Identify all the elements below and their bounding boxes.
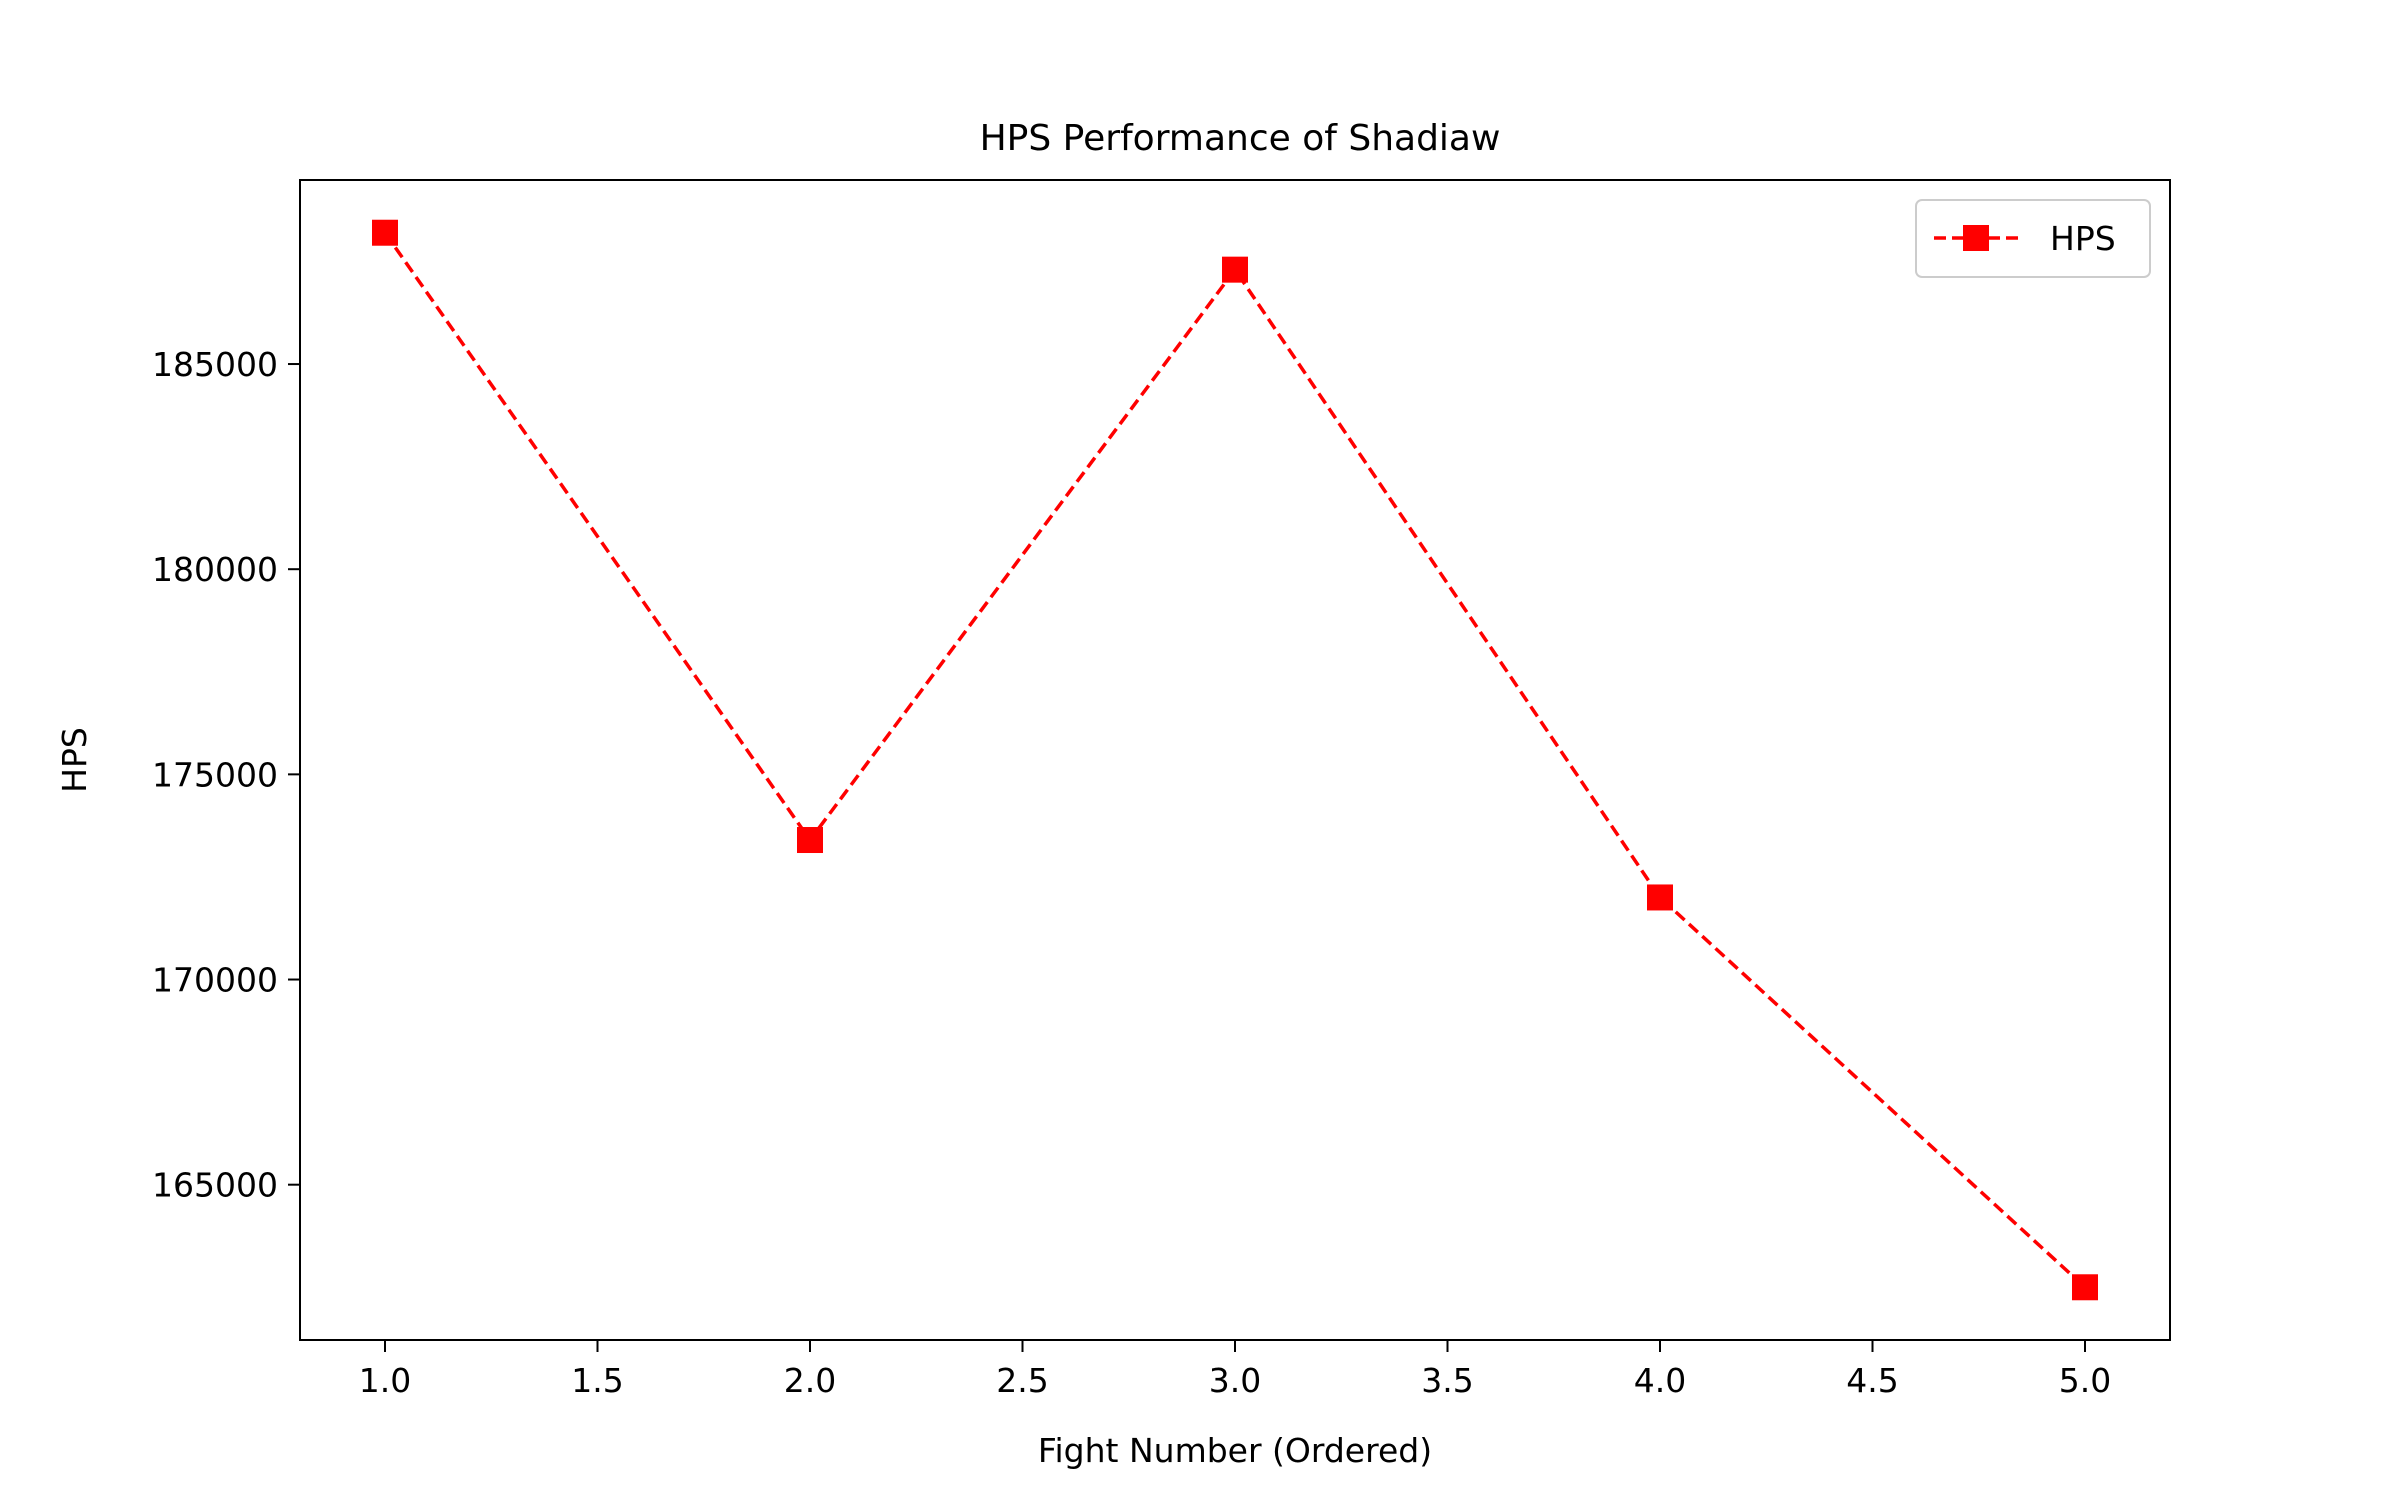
y-tick-label: 165000 [152, 1166, 278, 1205]
x-tick-label: 4.0 [1634, 1361, 1686, 1400]
legend-frame [1915, 199, 2151, 278]
legend: HPS [1915, 199, 2151, 278]
legend-label: HPS [2050, 219, 2116, 258]
series-line [383, 231, 2087, 1289]
x-tick-label: 4.5 [1846, 1361, 1898, 1400]
y-tick-label: 170000 [152, 961, 278, 1000]
x-tick-label: 1.0 [359, 1361, 411, 1400]
y-axis-label: HPS [55, 727, 94, 793]
y-axis-ticks: 165000 170000 175000 180000 185000 [152, 345, 300, 1205]
x-axis-label: Fight Number (Ordered) [1038, 1431, 1432, 1470]
data-point-marker [372, 219, 398, 246]
chart-title: HPS Performance of Shadiaw [980, 118, 1501, 159]
x-tick-label: 2.5 [996, 1361, 1048, 1400]
data-point-marker [1647, 884, 1673, 911]
x-tick-label: 5.0 [2059, 1361, 2111, 1400]
axes-frame [299, 179, 2171, 1341]
plot-area [372, 219, 2098, 1301]
x-tick-label: 2.0 [784, 1361, 836, 1400]
legend-marker-square-icon [1963, 225, 1989, 251]
x-tick-label: 3.5 [1421, 1361, 1473, 1400]
y-tick-label: 185000 [152, 345, 278, 384]
data-point-marker [797, 827, 823, 854]
data-point-marker [1222, 256, 1248, 283]
x-tick-label: 1.5 [571, 1361, 623, 1400]
y-tick-label: 180000 [152, 550, 278, 589]
x-tick-label: 3.0 [1209, 1361, 1261, 1400]
x-axis-ticks: 1.0 1.5 2.0 2.5 3.0 3.5 4.0 4.5 5.0 [359, 1340, 2111, 1400]
data-point-marker [2072, 1274, 2098, 1301]
y-tick-label: 175000 [152, 755, 278, 794]
